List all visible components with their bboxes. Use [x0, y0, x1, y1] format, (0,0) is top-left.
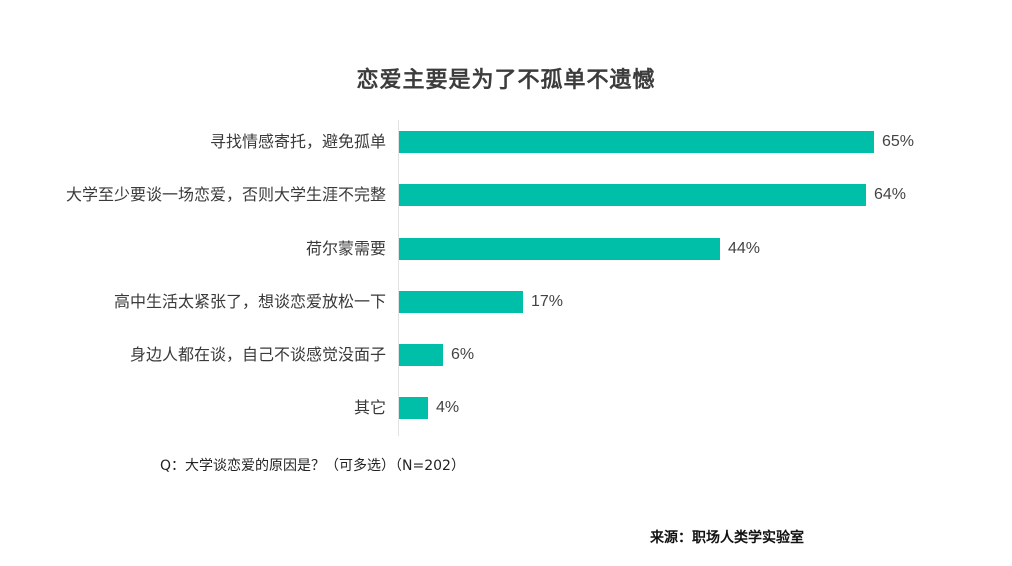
survey-question-note: Q：大学谈恋爱的原因是？（可多选）（N=202）	[160, 458, 465, 474]
bar	[399, 131, 874, 153]
bar	[399, 238, 720, 260]
bar-row: 寻找情感寄托，避免孤单 65%	[0, 131, 1012, 153]
value-label: 17%	[531, 293, 564, 310]
chart-title: 恋爱主要是为了不孤单不遗憾	[356, 68, 656, 93]
category-label: 身边人都在谈，自己不谈感觉没面子	[129, 345, 386, 364]
value-label: 44%	[728, 240, 761, 257]
category-label: 其它	[353, 398, 386, 417]
source-credit: 来源：职场人类学实验室	[650, 530, 804, 546]
bar-row: 其它 4%	[0, 397, 1012, 419]
category-axis-line	[398, 120, 399, 436]
category-label: 高中生活太紧张了，想谈恋爱放松一下	[113, 292, 386, 311]
value-label: 6%	[451, 346, 475, 363]
bar-row: 大学至少要谈一场恋爱，否则大学生涯不完整 64%	[0, 184, 1012, 206]
category-label: 寻找情感寄托，避免孤单	[209, 132, 386, 151]
bar-row: 身边人都在谈，自己不谈感觉没面子 6%	[0, 344, 1012, 366]
bar	[399, 397, 428, 419]
value-label: 65%	[882, 133, 915, 150]
value-label: 64%	[874, 186, 907, 203]
bar-row: 高中生活太紧张了，想谈恋爱放松一下 17%	[0, 291, 1012, 313]
bar	[399, 344, 443, 366]
category-label: 荷尔蒙需要	[305, 239, 386, 258]
bar	[399, 184, 866, 206]
bar-row: 荷尔蒙需要 44%	[0, 238, 1012, 260]
category-label: 大学至少要谈一场恋爱，否则大学生涯不完整	[65, 185, 386, 204]
bar	[399, 291, 523, 313]
value-label: 4%	[436, 399, 460, 416]
